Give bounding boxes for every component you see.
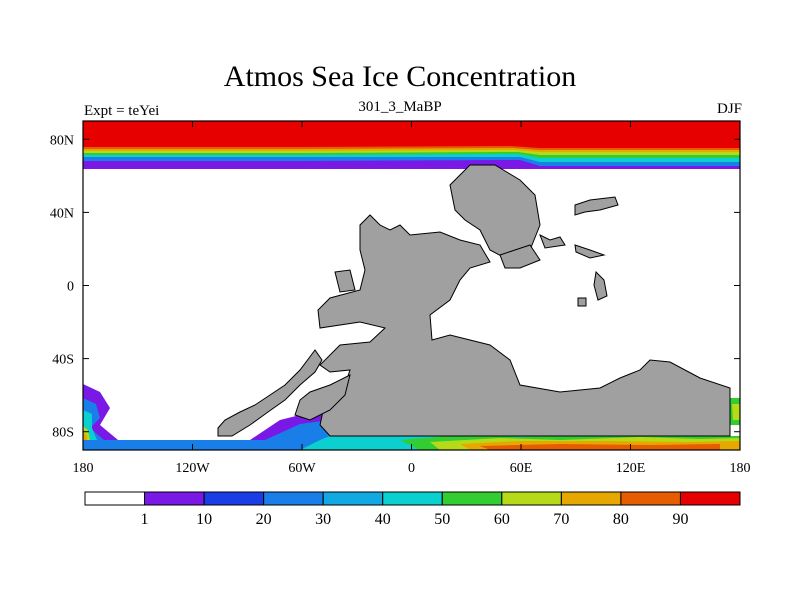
colorbar-label: 60 — [494, 511, 510, 528]
chart-subtitle: 301_3_MaBP — [358, 99, 442, 115]
colorbar-label: 1 — [141, 511, 149, 528]
x-tick-label: 180 — [730, 461, 751, 476]
x-tick-label: 120E — [616, 461, 646, 476]
land-masses — [217, 164, 731, 437]
colorbar-swatch — [203, 491, 265, 506]
colorbar-swatch — [263, 491, 324, 506]
colorbar: 1 10 20 30 40 50 60 70 80 90 — [84, 491, 741, 528]
y-tick-label: 40N — [50, 206, 74, 221]
y-tick-label: 0 — [67, 280, 74, 295]
colorbar-label: 90 — [672, 511, 688, 528]
colorbar-swatch — [560, 491, 622, 506]
x-tick-label: 0 — [408, 461, 415, 476]
colorbar-label: 50 — [434, 511, 450, 528]
x-tick-label: 60E — [510, 461, 533, 476]
x-tick-label: 180 — [73, 461, 94, 476]
colorbar-label: 40 — [375, 511, 391, 528]
colorbar-swatch — [441, 491, 503, 506]
x-tick-label: 60W — [288, 461, 316, 476]
colorbar-label: 70 — [553, 511, 569, 528]
colorbar-label: 10 — [196, 511, 212, 528]
colorbar-swatch — [84, 491, 146, 506]
colorbar-swatch — [144, 491, 205, 506]
colorbar-label: 20 — [256, 511, 272, 528]
y-tick-label: 80S — [52, 426, 74, 441]
colorbar-swatch — [501, 491, 562, 506]
colorbar-swatch — [620, 491, 681, 506]
colorbar-swatch — [382, 491, 443, 506]
x-tick-label: 120W — [175, 461, 210, 476]
colorbar-swatch — [322, 491, 384, 506]
arctic-ice-band — [83, 121, 740, 169]
season-label: DJF — [716, 101, 742, 117]
colorbar-label: 30 — [315, 511, 331, 528]
colorbar-swatch — [679, 491, 741, 506]
x-axis: 180 120W 60W 0 60E 120E 180 — [73, 121, 751, 476]
colorbar-label: 80 — [613, 511, 629, 528]
y-axis: 80N 40N 0 40S 80S — [50, 133, 740, 441]
experiment-label: Expt = teYei — [84, 103, 160, 119]
y-tick-label: 40S — [52, 353, 74, 368]
chart-title: Atmos Sea Ice Concentration — [223, 60, 577, 93]
y-tick-label: 80N — [50, 133, 74, 148]
